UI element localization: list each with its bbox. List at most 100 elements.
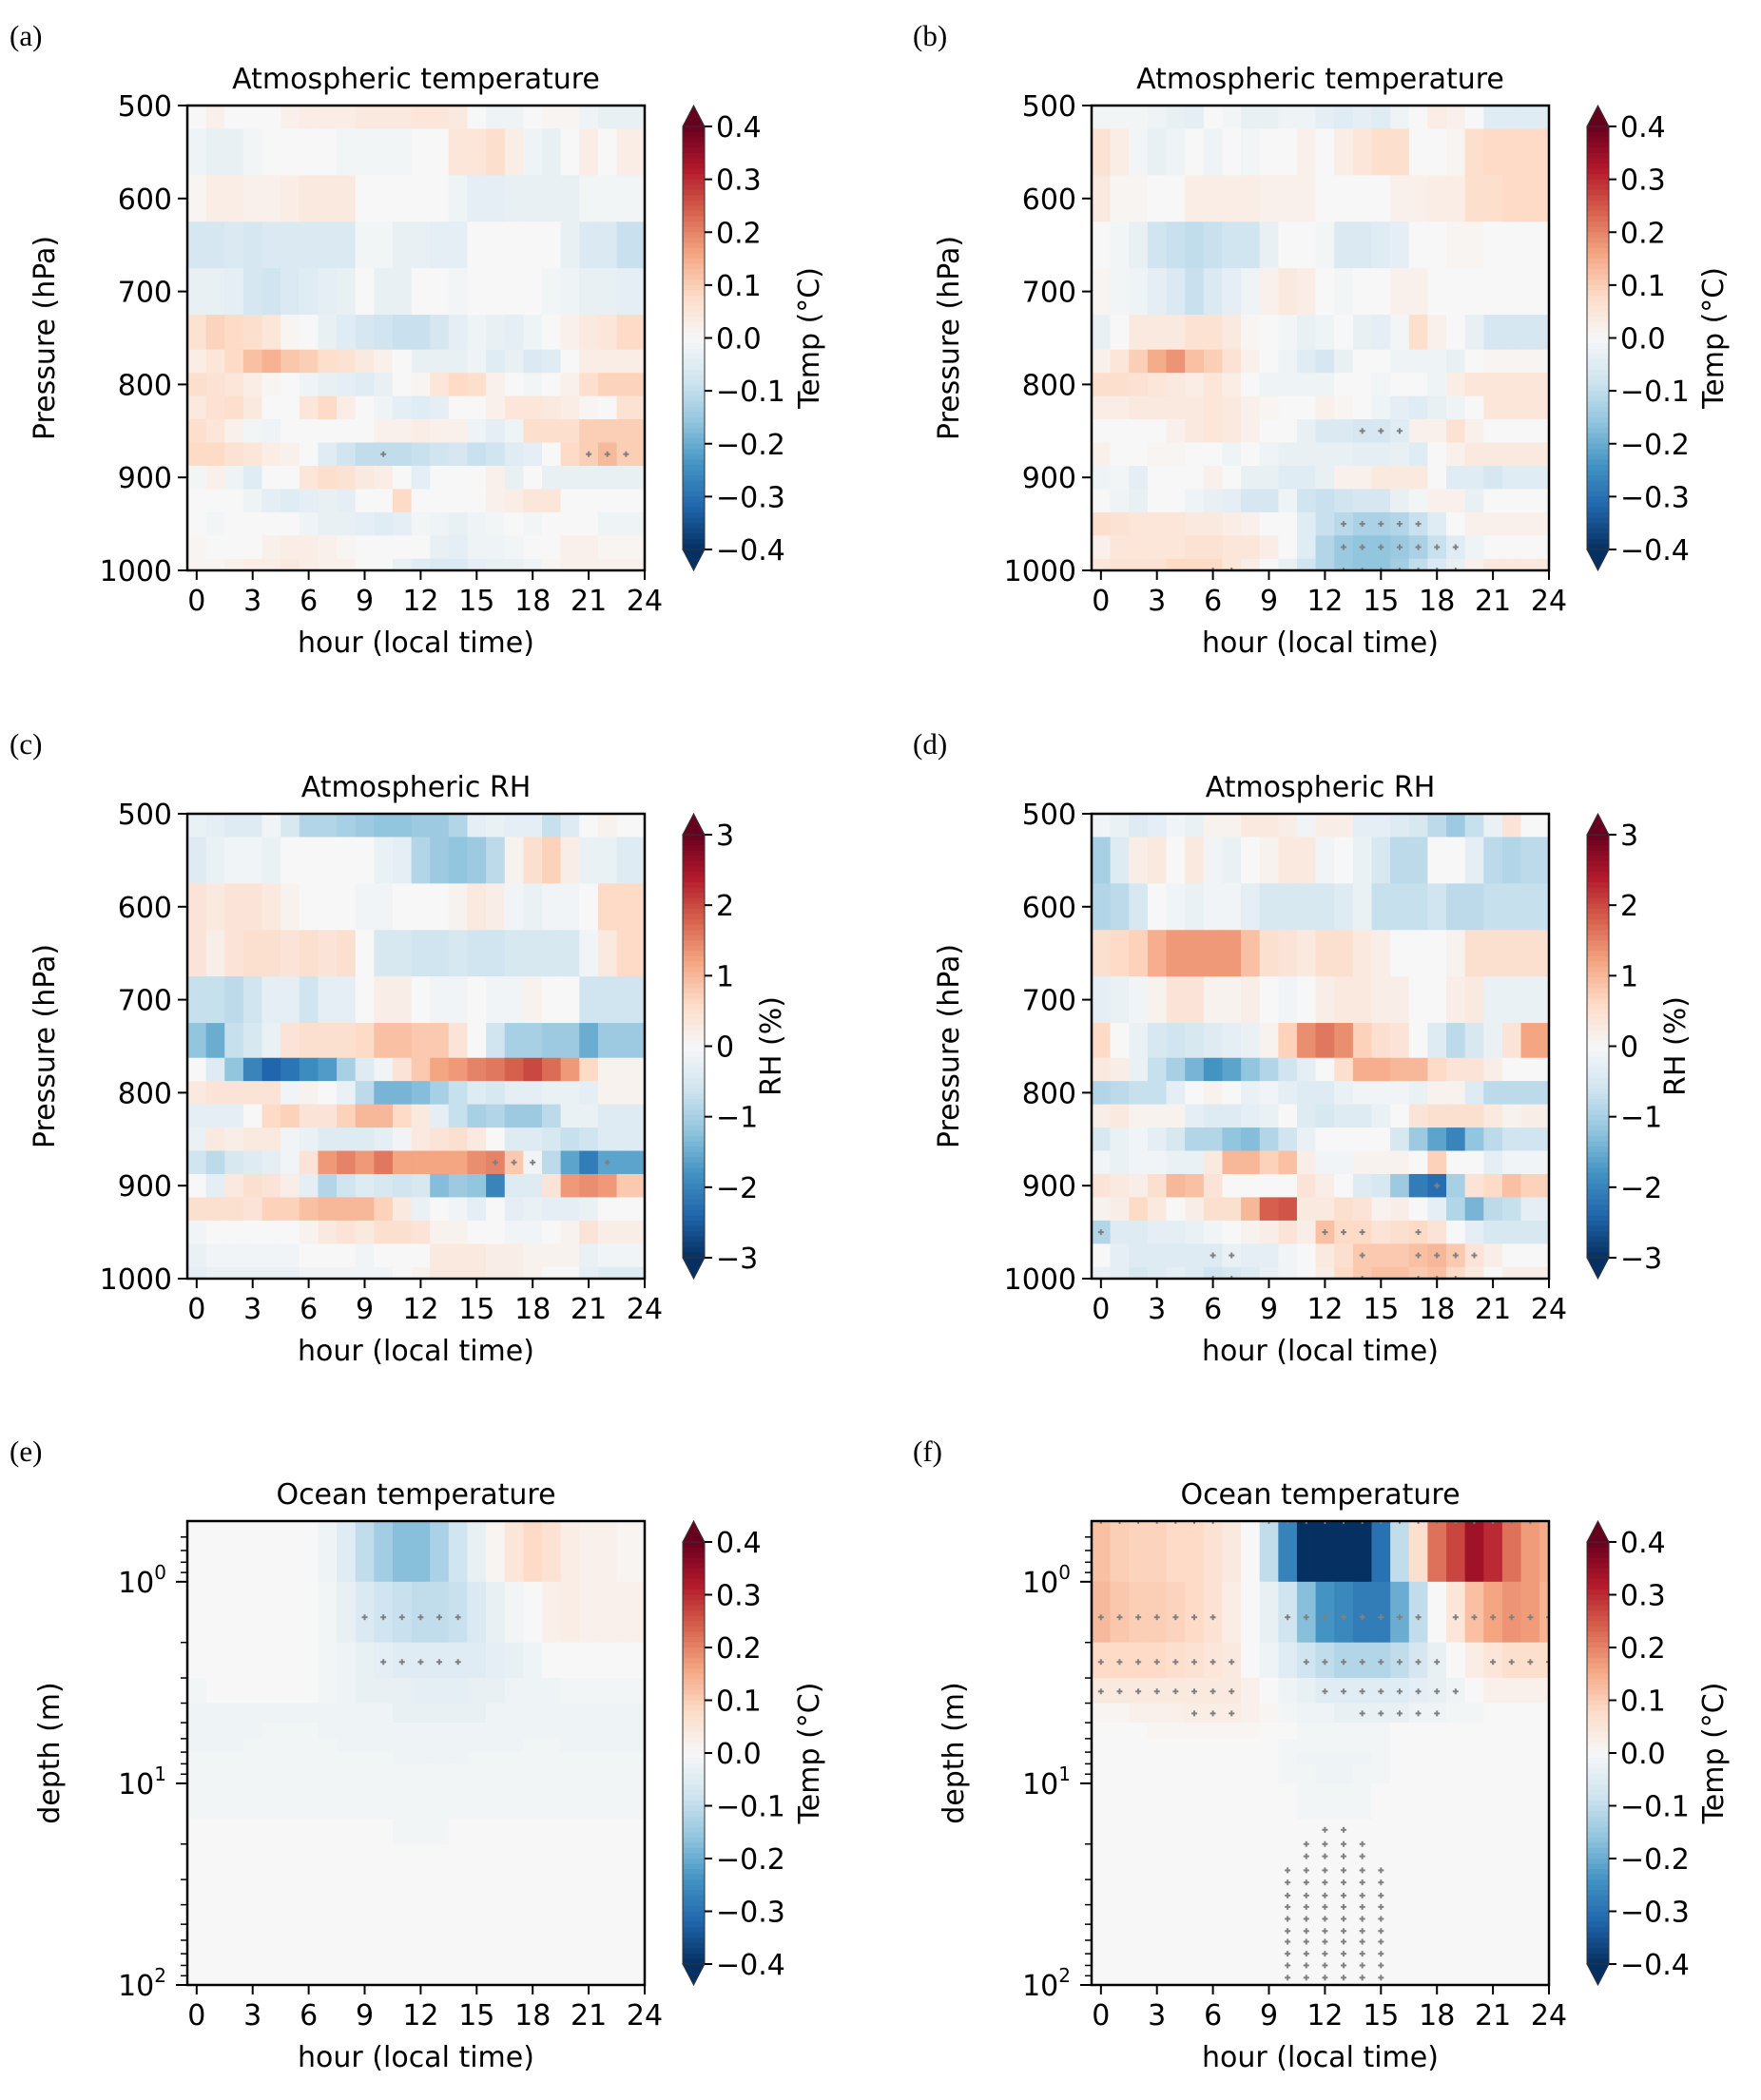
x-axis-label: hour (local time) <box>1202 626 1439 660</box>
colorbar-tick-label: 1 <box>1620 960 1638 993</box>
heatmap-cell <box>242 419 263 444</box>
significance-marker <box>1434 568 1441 570</box>
heatmap-cell <box>616 1678 636 1705</box>
colorbar-segment <box>1587 1104 1609 1111</box>
x-tick-label: 9 <box>356 585 374 618</box>
significance-marker <box>1341 1951 1347 1957</box>
colorbar-segment <box>683 1083 705 1089</box>
heatmap-cell <box>1147 128 1168 176</box>
heatmap-cell <box>261 419 281 444</box>
heatmap-cell <box>1259 128 1279 176</box>
colorbar-segment <box>1587 428 1609 434</box>
colorbar-segment <box>1587 839 1609 846</box>
colorbar-segment <box>1587 380 1609 387</box>
colorbar-segment <box>1587 1874 1609 1880</box>
significance-marker <box>1527 1614 1534 1621</box>
heatmap-cell <box>281 315 300 351</box>
heatmap-cell <box>1222 1843 1242 1880</box>
heatmap-cell <box>1483 883 1503 931</box>
colorbar-segment <box>1587 1890 1609 1897</box>
colorbar-tick-label: −0.1 <box>1620 1791 1690 1824</box>
heatmap-cell <box>1539 558 1549 570</box>
heatmap-cell <box>1371 883 1391 931</box>
heatmap-cell <box>261 1819 281 1845</box>
heatmap-cell <box>486 535 506 560</box>
heatmap-cell <box>1352 442 1373 467</box>
colorbar-segment <box>1587 279 1609 286</box>
heatmap-cell <box>448 373 469 397</box>
heatmap-cell <box>597 1752 618 1764</box>
colorbar-segment <box>683 1125 705 1132</box>
heatmap-cell <box>1501 1173 1522 1199</box>
colorbar-segment <box>1587 1610 1609 1617</box>
heatmap-cell <box>542 442 562 467</box>
heatmap-cell <box>1408 883 1428 931</box>
heatmap-cell <box>542 268 562 316</box>
heatmap-cell <box>224 1581 244 1644</box>
colorbar-segment <box>1587 940 1609 947</box>
colorbar-segment <box>1587 470 1609 476</box>
heatmap-cell <box>579 349 599 374</box>
heatmap-cell <box>1315 1104 1335 1128</box>
heatmap-cell <box>1371 1220 1391 1244</box>
heatmap-cell <box>355 883 375 931</box>
heatmap-cell <box>355 1581 375 1644</box>
heatmap-cell <box>616 373 636 397</box>
heatmap-cell <box>411 1266 431 1279</box>
heatmap-cell <box>1278 373 1298 397</box>
heatmap-cell <box>299 1879 319 1985</box>
heatmap-cell <box>1427 1023 1447 1059</box>
heatmap-cell <box>1203 349 1224 374</box>
heatmap-cell <box>1241 1173 1261 1199</box>
colorbar-segment <box>1587 1626 1609 1633</box>
significance-marker <box>1415 1521 1422 1524</box>
heatmap-cell <box>1352 465 1373 491</box>
colorbar-segment <box>683 1019 705 1027</box>
heatmap-cell <box>542 814 562 838</box>
colorbar-segment <box>683 1242 705 1248</box>
colorbar-segment <box>1587 147 1609 154</box>
heatmap-cell <box>1501 1150 1522 1175</box>
heatmap-cell <box>1371 268 1391 316</box>
heatmap-cell <box>486 1081 506 1106</box>
heatmap-cell <box>1166 1763 1186 1784</box>
colorbar-segment <box>1587 486 1609 492</box>
heatmap-cell <box>1185 373 1205 397</box>
heatmap-cell <box>1539 373 1549 397</box>
heatmap-cell <box>1278 222 1298 269</box>
heatmap-cell <box>205 1023 225 1059</box>
colorbar-segment <box>1587 459 1609 466</box>
heatmap-cell <box>299 106 319 130</box>
x-tick-label: 3 <box>1148 1999 1166 2033</box>
heatmap-cell <box>616 1057 636 1082</box>
colorbar-segment <box>1587 1716 1609 1723</box>
heatmap-cell <box>261 315 281 351</box>
heatmap-cell <box>205 930 225 977</box>
colorbar-segment <box>1587 544 1609 550</box>
colorbar-segment <box>1587 512 1609 519</box>
heatmap-cell <box>224 814 244 838</box>
heatmap-cell <box>337 395 357 420</box>
heatmap-cell <box>1446 1738 1466 1753</box>
heatmap-cell <box>224 1843 244 1880</box>
heatmap-cell <box>261 1642 281 1679</box>
heatmap-cell <box>1110 1150 1130 1175</box>
heatmap-cell <box>1446 175 1466 222</box>
x-tick-label: 18 <box>1419 1293 1455 1326</box>
colorbar-segment <box>1587 1953 1609 1960</box>
heatmap-cell <box>635 1266 645 1279</box>
heatmap-cell <box>635 442 645 467</box>
heatmap-cell <box>1446 1057 1466 1082</box>
heatmap-cell <box>411 1819 431 1845</box>
heatmap-cell <box>542 465 562 491</box>
heatmap-cell <box>1185 1081 1205 1106</box>
heatmap-cell <box>1259 1173 1279 1199</box>
heatmap-cell <box>635 465 645 491</box>
heatmap-cell <box>355 489 375 513</box>
heatmap-cell <box>523 1243 543 1268</box>
heatmap-cell <box>1203 814 1224 838</box>
heatmap-cell <box>1520 814 1540 838</box>
